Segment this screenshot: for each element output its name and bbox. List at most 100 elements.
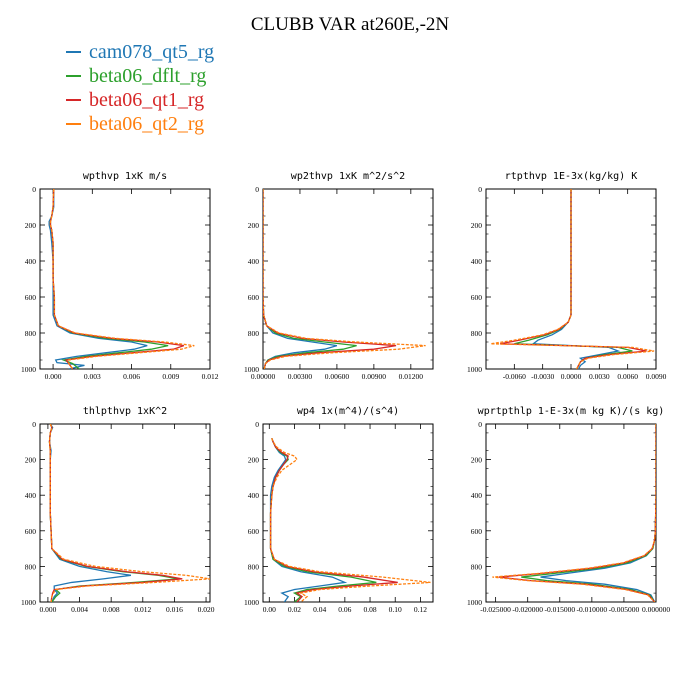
x-tick-label: 0.009 xyxy=(162,372,179,381)
y-tick-label: 600 xyxy=(471,527,483,536)
legend-entry-0: cam078_qt5_rg xyxy=(66,40,214,64)
series-line-1 xyxy=(269,438,377,602)
legend-label-0: cam078_qt5_rg xyxy=(89,41,215,63)
series-line-1 xyxy=(521,424,656,602)
x-tick-label: -0.025000 xyxy=(480,605,511,614)
legend-entry-2: beta06_qt1_rg xyxy=(66,88,214,112)
x-tick-label: 0.08 xyxy=(363,605,376,614)
series-line-0 xyxy=(269,438,348,602)
legend: cam078_qt5_rg beta06_dflt_rg beta06_qt1_… xyxy=(66,40,214,136)
x-tick-label: 0.04 xyxy=(313,605,326,614)
y-tick-label: 200 xyxy=(25,221,37,230)
series-line-3 xyxy=(492,424,656,602)
y-tick-label: 800 xyxy=(248,329,260,338)
series-line-0 xyxy=(48,189,148,369)
y-tick-label: 1000 xyxy=(467,598,482,607)
y-tick-label: 400 xyxy=(248,491,260,500)
y-tick-label: 600 xyxy=(248,527,260,536)
series-line-0 xyxy=(540,424,656,602)
series-line-1 xyxy=(263,189,357,369)
y-tick-label: 600 xyxy=(471,293,483,302)
x-tick-label: 0.00000 xyxy=(251,372,276,381)
panel-0: wpthvp 1xK m/s 0 200 400 600 800 1000 0.000 0.00… xyxy=(21,171,219,381)
x-tick-label: 0.000 xyxy=(39,605,56,614)
x-tick-label: 0.0090 xyxy=(646,372,667,381)
x-tick-label: 0.06 xyxy=(338,605,351,614)
y-tick-label: 200 xyxy=(471,456,483,465)
series-line-3 xyxy=(269,438,431,602)
x-tick-label: -0.020000 xyxy=(512,605,543,614)
y-tick-label: 200 xyxy=(248,456,260,465)
y-tick-label: 1000 xyxy=(21,598,36,607)
x-tick-label: 0.0030 xyxy=(589,372,610,381)
y-tick-label: 0 xyxy=(478,185,482,194)
y-tick-label: 200 xyxy=(248,221,260,230)
x-tick-label: 0.004 xyxy=(71,605,88,614)
panel-title: wpthvp 1xK m/s xyxy=(83,171,167,182)
series-line-0 xyxy=(531,189,621,369)
panel-5: wprtpthlp 1-E-3x(m kg K)/(s kg) 0 200 400 60… xyxy=(467,406,670,614)
x-tick-label: -0.005000 xyxy=(609,605,640,614)
legend-label-1: beta06_dflt_rg xyxy=(89,65,207,87)
panel-title: wprtpthlp 1-E-3x(m kg K)/(s kg) xyxy=(478,406,665,417)
y-tick-label: 600 xyxy=(248,293,260,302)
figure-title: CLUBB VAR at260E,-2N xyxy=(250,14,450,35)
series-line-3 xyxy=(263,189,426,369)
legend-swatch-2 xyxy=(66,99,81,101)
x-tick-label: 0.003 xyxy=(84,372,101,381)
series-line-3 xyxy=(49,189,195,369)
series-line-0 xyxy=(48,424,132,602)
panel-4: wp4 1x(m^4)/(s^4) 0 200 400 600 800 1000 0.00 0.… xyxy=(244,406,434,614)
legend-swatch-0 xyxy=(66,51,81,53)
panel-title: thlpthvp 1xK^2 xyxy=(83,406,167,417)
series-line-2 xyxy=(269,438,398,602)
legend-entry-3: beta06_qt2_rg xyxy=(66,112,214,136)
y-tick-label: 400 xyxy=(248,257,260,266)
x-tick-label: 0.00600 xyxy=(325,372,350,381)
y-tick-label: 800 xyxy=(471,562,483,571)
panel-title: wp2thvp 1xK m^2/s^2 xyxy=(291,171,405,182)
legend-label-2: beta06_qt1_rg xyxy=(89,89,205,111)
x-tick-label: 0.016 xyxy=(166,605,183,614)
y-tick-label: 0 xyxy=(32,420,36,429)
plot-frame xyxy=(39,188,211,370)
legend-swatch-3 xyxy=(66,123,81,125)
y-tick-label: 0 xyxy=(32,185,36,194)
y-tick-label: 1000 xyxy=(467,365,482,374)
y-tick-label: 0 xyxy=(478,420,482,429)
x-tick-label: 0.0060 xyxy=(617,372,638,381)
y-tick-label: 1000 xyxy=(244,598,259,607)
y-tick-label: 400 xyxy=(25,491,37,500)
y-tick-label: 800 xyxy=(25,562,37,571)
series-line-3 xyxy=(490,189,655,369)
y-tick-label: 400 xyxy=(471,257,483,266)
x-tick-label: 0.00900 xyxy=(362,372,387,381)
y-tick-label: 200 xyxy=(471,221,483,230)
x-tick-label: 0.000 xyxy=(45,372,62,381)
y-tick-label: 200 xyxy=(25,456,37,465)
series-line-1 xyxy=(514,189,633,369)
panel-title: wp4 1x(m^4)/(s^4) xyxy=(297,406,399,417)
series-line-3 xyxy=(48,424,210,602)
panel-2: rtpthvp 1E-3x(kg/kg) K 0 200 400 600 800 1000 -… xyxy=(467,171,667,381)
x-tick-label: 0.02 xyxy=(288,605,301,614)
y-tick-label: 400 xyxy=(471,491,483,500)
y-tick-label: 600 xyxy=(25,527,37,536)
y-tick-label: 800 xyxy=(25,329,37,338)
x-tick-label: 0.012 xyxy=(134,605,151,614)
y-tick-label: 1000 xyxy=(244,365,259,374)
x-tick-label: -0.0060 xyxy=(503,372,526,381)
y-tick-label: 400 xyxy=(25,257,37,266)
x-tick-label: 0.01200 xyxy=(399,372,424,381)
x-tick-label: -0.0030 xyxy=(531,372,554,381)
x-tick-label: 0.006 xyxy=(123,372,140,381)
x-tick-label: 0.020 xyxy=(198,605,215,614)
panel-3: thlpthvp 1xK^2 0 200 400 600 800 10000.000 0.00… xyxy=(21,406,215,614)
x-tick-label: -0.010000 xyxy=(577,605,608,614)
panel-title: rtpthvp 1E-3x(kg/kg) K xyxy=(505,171,637,182)
x-tick-label: 0.012 xyxy=(202,372,219,381)
y-tick-label: 600 xyxy=(25,293,37,302)
legend-entry-1: beta06_dflt_rg xyxy=(66,64,214,88)
y-tick-label: 0 xyxy=(255,185,259,194)
